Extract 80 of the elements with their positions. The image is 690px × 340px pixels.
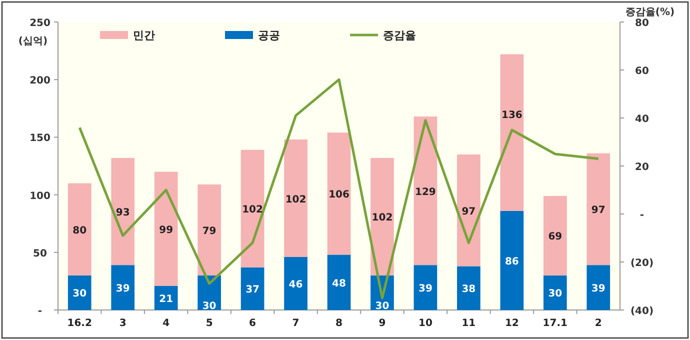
y-tick-label: - [38, 306, 42, 317]
data-label: 86 [504, 256, 519, 268]
y-tick-label: 250 [30, 18, 50, 29]
bar [414, 116, 438, 266]
bar [198, 184, 221, 276]
data-label: 99 [159, 224, 174, 236]
x-tick-label: 2 [594, 318, 602, 329]
y2-tick-label: 40 [635, 114, 649, 125]
y2-axis-title: 증감율(%) [625, 7, 675, 18]
data-label: 30 [72, 288, 87, 300]
x-tick-label: 11 [462, 318, 476, 329]
data-label: 97 [591, 205, 606, 216]
data-label: 39 [591, 284, 606, 295]
bar [284, 140, 308, 258]
y2-tick-label: (40) [630, 306, 654, 317]
x-tick-label: 5 [206, 318, 213, 329]
bar [414, 265, 438, 310]
data-label: 102 [372, 212, 393, 224]
y-tick-label: 150 [30, 133, 50, 144]
x-tick-label: 16.2 [67, 318, 92, 329]
bar [284, 257, 308, 310]
data-label: 30 [202, 301, 216, 312]
data-label: 46 [288, 280, 303, 291]
data-label: 39 [116, 284, 130, 295]
x-tick-label: 6 [249, 318, 256, 329]
data-label: 80 [72, 225, 87, 236]
y2-tick-label: 20 [635, 162, 649, 173]
bar [370, 158, 394, 276]
data-label: 21 [159, 294, 174, 305]
bar [457, 266, 480, 310]
x-tick-label: 9 [378, 318, 386, 329]
bar [240, 150, 264, 268]
data-label: 30 [375, 301, 390, 312]
data-label: 69 [548, 232, 562, 243]
bar [543, 196, 567, 276]
x-tick-label: 12 [504, 318, 519, 329]
x-tick-label: 10 [418, 318, 432, 329]
x-tick-label: 8 [336, 318, 343, 329]
data-label: 106 [328, 190, 350, 201]
y2-tick-label: - [640, 210, 644, 221]
bar [240, 267, 264, 310]
data-label: 102 [242, 204, 264, 216]
bar [327, 254, 351, 310]
legend-label: 공공 [258, 29, 280, 42]
bar [154, 172, 178, 286]
y-tick-label: 100 [30, 190, 50, 202]
bar [111, 158, 135, 266]
data-label: 39 [418, 284, 432, 295]
data-label: 79 [202, 226, 216, 237]
y-axis-title: (십억) [18, 36, 48, 47]
data-label: 97 [462, 206, 476, 218]
y-tick-label: 50 [33, 248, 47, 260]
legend-label: 민간 [133, 29, 155, 42]
bar [500, 54, 524, 211]
data-label: 37 [246, 284, 260, 296]
data-label: 129 [415, 186, 436, 198]
bar [111, 265, 135, 310]
x-tick-label: 4 [162, 318, 170, 329]
data-label: 136 [501, 110, 522, 121]
bar [68, 275, 92, 310]
bar [327, 132, 351, 255]
y2-tick-label: 60 [635, 66, 649, 77]
data-label: 38 [462, 284, 476, 296]
bar [543, 275, 567, 310]
y2-tick-label: 80 [635, 18, 649, 29]
y-tick-label: 200 [30, 76, 50, 87]
data-label: 93 [116, 208, 130, 219]
data-label: 30 [548, 288, 562, 300]
x-tick-label: 17.1 [542, 318, 568, 329]
x-tick-label: 3 [119, 318, 126, 329]
bar [457, 154, 480, 266]
x-tick-label: 7 [292, 318, 300, 329]
bar [586, 265, 610, 310]
y2-tick-label: (20) [630, 258, 654, 269]
bar [500, 210, 524, 310]
data-label: 102 [285, 194, 306, 206]
legend-label: 증감율 [383, 29, 416, 42]
bar [586, 153, 610, 266]
data-label: 48 [332, 278, 346, 290]
bar [68, 183, 92, 276]
